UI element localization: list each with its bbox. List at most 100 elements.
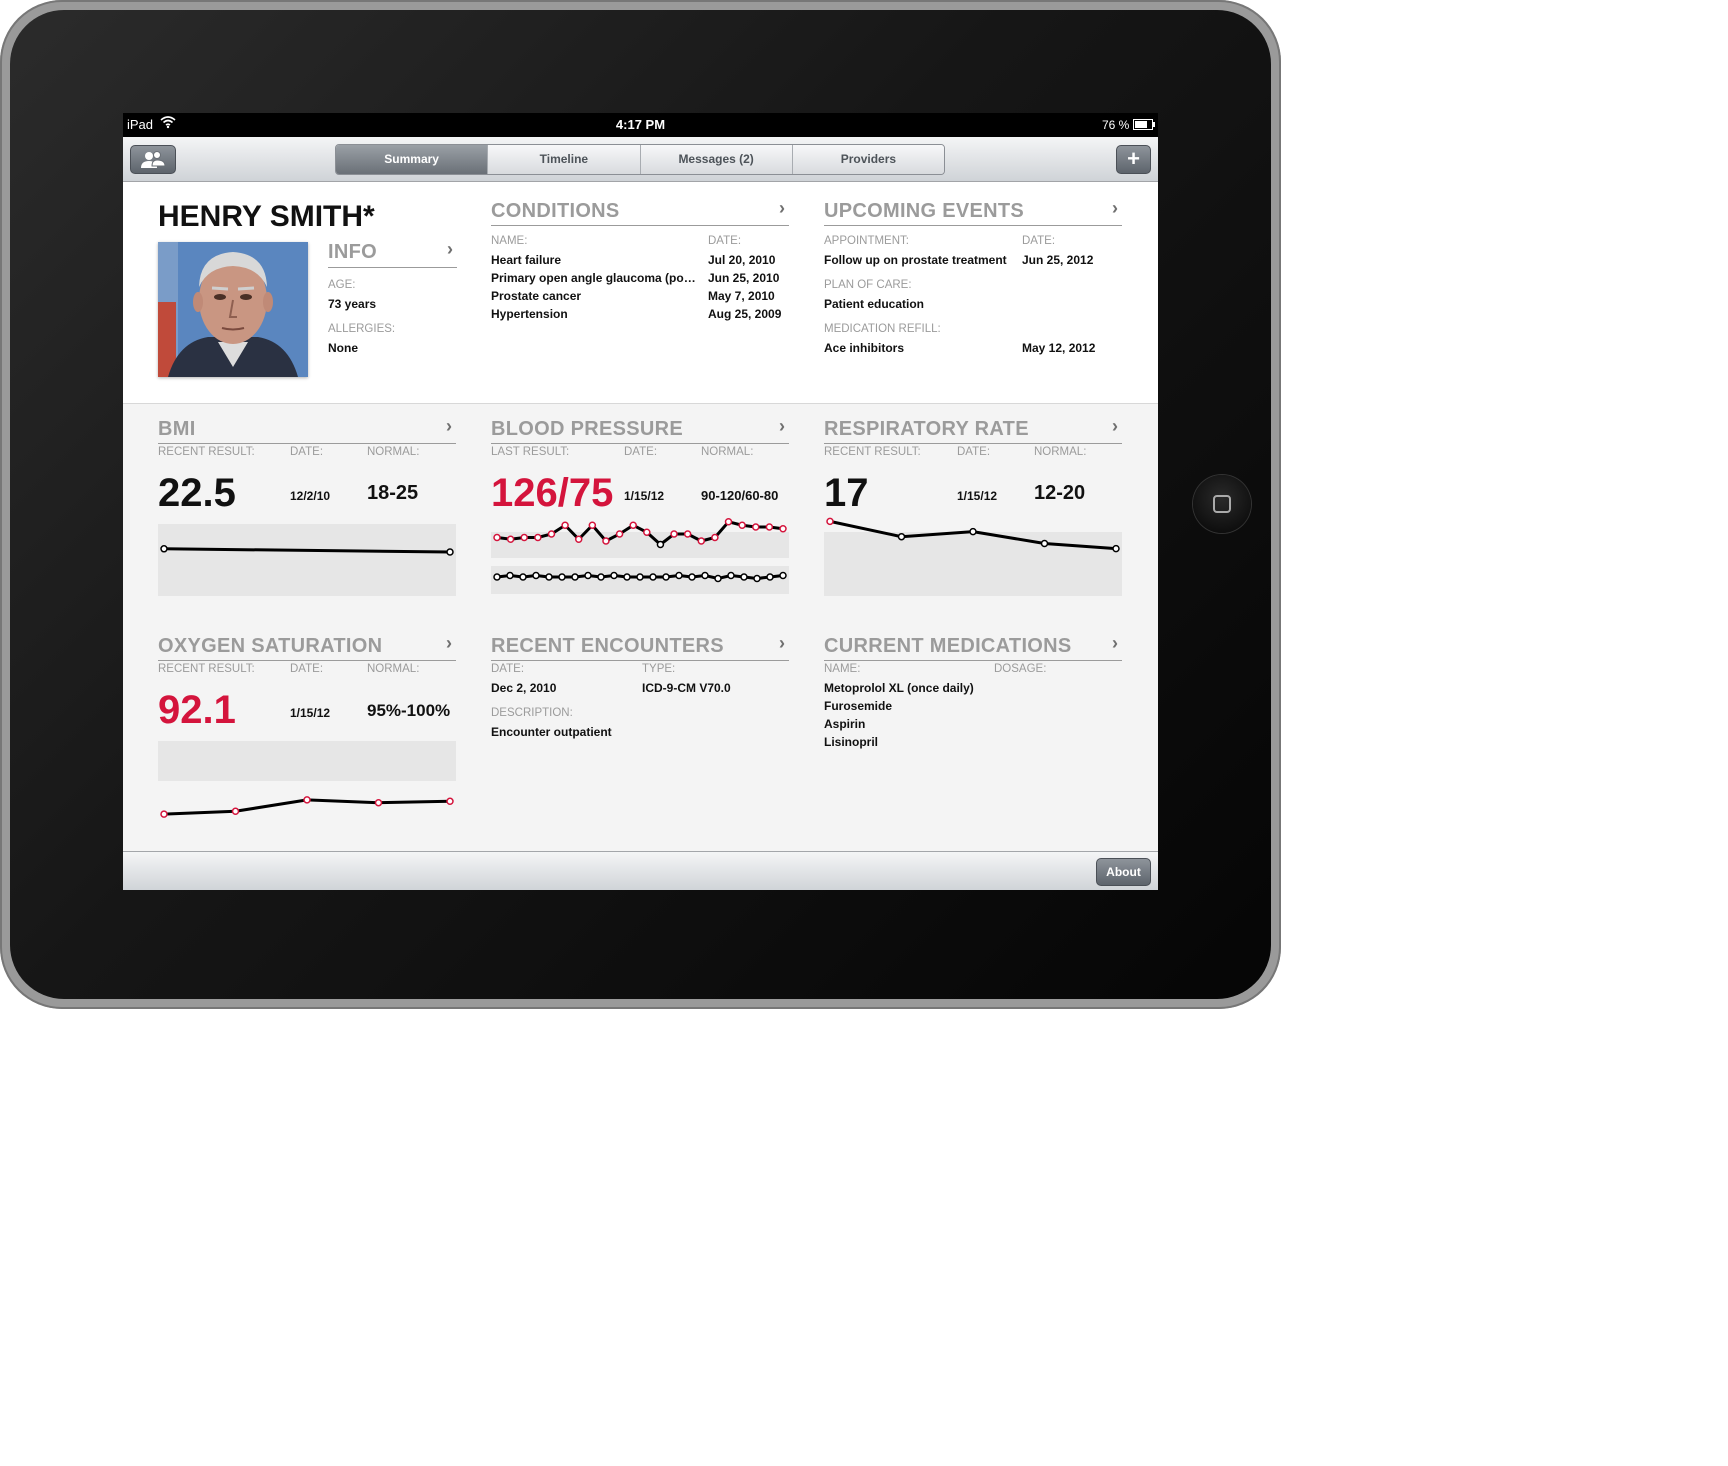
bp-chevron-icon[interactable]: ›	[779, 416, 785, 436]
oxygen-chevron-icon[interactable]: ›	[446, 633, 452, 653]
condition-name[interactable]: Primary open angle glaucoma (po…	[491, 271, 696, 285]
bp-diastolic-point[interactable]	[675, 571, 683, 580]
bp-diastolic-point[interactable]	[558, 573, 566, 581]
resp-point[interactable]	[826, 517, 834, 526]
oxygen-trend-chart[interactable]	[158, 741, 456, 821]
info-divider	[328, 267, 457, 268]
medications-chevron-icon[interactable]: ›	[1112, 633, 1118, 653]
bp-systolic-point[interactable]	[765, 523, 774, 531]
bp-diastolic-point[interactable]	[701, 571, 709, 580]
bp-systolic-point[interactable]	[574, 535, 583, 543]
bp-diastolic-point[interactable]	[779, 571, 787, 580]
oxygen-point[interactable]	[160, 810, 168, 818]
conditions-chevron-icon[interactable]: ›	[779, 198, 785, 218]
bp-systolic-point[interactable]	[506, 535, 515, 543]
bp-diastolic-point[interactable]	[636, 573, 644, 581]
encounter-date[interactable]: Dec 2, 2010	[491, 681, 557, 695]
patients-button[interactable]	[130, 145, 176, 174]
bp-systolic-point[interactable]	[683, 530, 692, 538]
oxygen-normal-label: NORMAL:	[367, 663, 420, 675]
bp-systolic-point[interactable]	[561, 521, 569, 529]
resp-chevron-icon[interactable]: ›	[1112, 416, 1118, 436]
bp-systolic-point[interactable]	[643, 528, 651, 536]
upcoming-chevron-icon[interactable]: ›	[1112, 198, 1118, 218]
resp-divider	[824, 443, 1122, 444]
condition-date: Jul 20, 2010	[708, 253, 776, 267]
resp-point[interactable]	[897, 532, 906, 541]
bp-normal-label: NORMAL:	[701, 446, 754, 458]
bp-diastolic-point[interactable]	[545, 573, 553, 581]
bp-systolic-point[interactable]	[534, 533, 542, 542]
bp-systolic-point[interactable]	[493, 533, 501, 542]
bmi-point[interactable]	[446, 548, 454, 556]
about-button[interactable]: About	[1096, 858, 1151, 886]
bp-diastolic-point[interactable]	[714, 574, 722, 583]
bp-diastolic-point[interactable]	[740, 573, 748, 581]
bp-diastolic-point[interactable]	[766, 573, 774, 581]
medication-item[interactable]: Furosemide	[824, 699, 893, 713]
bp-diastolic-point[interactable]	[571, 573, 579, 581]
bp-systolic-point[interactable]	[547, 530, 556, 538]
bp-systolic-point[interactable]	[697, 537, 706, 545]
bp-systolic-point[interactable]	[738, 521, 746, 529]
medication-dosage-label: DOSAGE:	[994, 663, 1047, 675]
encounters-chevron-icon[interactable]: ›	[779, 633, 785, 653]
bp-diastolic-point[interactable]	[610, 571, 618, 580]
resp-point[interactable]	[1112, 544, 1120, 553]
bp-systolic-point[interactable]	[779, 525, 787, 533]
resp-point[interactable]	[969, 527, 977, 536]
tab-timeline[interactable]: Timeline	[488, 145, 641, 174]
bp-diastolic-point[interactable]	[662, 573, 670, 581]
bp-systolic-point[interactable]	[670, 530, 678, 538]
oxygen-point[interactable]	[374, 798, 383, 807]
bmi-trend-chart[interactable]	[158, 524, 456, 596]
battery-icon	[1133, 119, 1155, 130]
refill-value[interactable]: Ace inhibitors	[824, 341, 905, 355]
bp-systolic-point[interactable]	[752, 523, 760, 531]
bmi-chevron-icon[interactable]: ›	[446, 416, 452, 436]
condition-name[interactable]: Heart failure	[491, 253, 562, 267]
bp-systolic-point[interactable]	[724, 518, 733, 526]
bp-systolic-point[interactable]	[588, 521, 597, 529]
bp-diastolic-point[interactable]	[519, 573, 527, 581]
bp-diastolic-point[interactable]	[727, 571, 735, 580]
oxygen-point[interactable]	[446, 797, 454, 806]
bp-diastolic-point[interactable]	[688, 573, 696, 581]
bp-diastolic-point[interactable]	[584, 571, 592, 580]
medication-item[interactable]: Aspirin	[824, 717, 866, 731]
condition-name[interactable]: Hypertension	[491, 307, 568, 321]
bp-systolic-point[interactable]	[629, 521, 637, 529]
medication-item[interactable]: Lisinopril	[824, 735, 878, 749]
bp-systolic-point[interactable]	[602, 537, 610, 545]
oxygen-normal-band	[158, 741, 456, 781]
info-chevron-icon[interactable]: ›	[447, 239, 453, 259]
tab-providers[interactable]: Providers	[792, 145, 944, 174]
oxygen-point[interactable]	[303, 796, 311, 804]
bmi-normal-label: NORMAL:	[367, 446, 420, 458]
medication-item[interactable]: Metoprolol XL (once daily)	[824, 681, 974, 695]
condition-name[interactable]: Prostate cancer	[491, 289, 582, 303]
bp-diastolic-point[interactable]	[493, 573, 501, 581]
bp-diastolic-point[interactable]	[506, 571, 514, 580]
bp-systolic-point[interactable]	[711, 533, 719, 542]
add-button[interactable]: +	[1116, 145, 1151, 174]
bp-diastolic-point[interactable]	[623, 573, 631, 581]
bmi-point[interactable]	[160, 545, 168, 553]
appointment-value[interactable]: Follow up on prostate treatment	[824, 253, 1007, 267]
bp-diastolic-point[interactable]	[753, 574, 761, 583]
oxygen-point[interactable]	[231, 807, 240, 816]
bp-diastolic-point[interactable]	[649, 573, 657, 581]
patient-photo	[158, 242, 308, 377]
home-button[interactable]	[1193, 475, 1251, 533]
resp-trend-chart[interactable]	[824, 516, 1122, 596]
tab-summary[interactable]: Summary	[336, 145, 489, 174]
tab-messages[interactable]: Messages (2)	[640, 145, 793, 174]
bp-trend-chart[interactable]	[491, 512, 789, 596]
bp-diastolic-point[interactable]	[597, 573, 605, 581]
plan-value[interactable]: Patient education	[824, 297, 925, 311]
bp-diastolic-point[interactable]	[532, 571, 540, 580]
bp-systolic-point[interactable]	[656, 540, 665, 549]
bp-systolic-point[interactable]	[615, 530, 624, 538]
bp-systolic-point[interactable]	[520, 533, 528, 542]
resp-point[interactable]	[1040, 539, 1049, 548]
